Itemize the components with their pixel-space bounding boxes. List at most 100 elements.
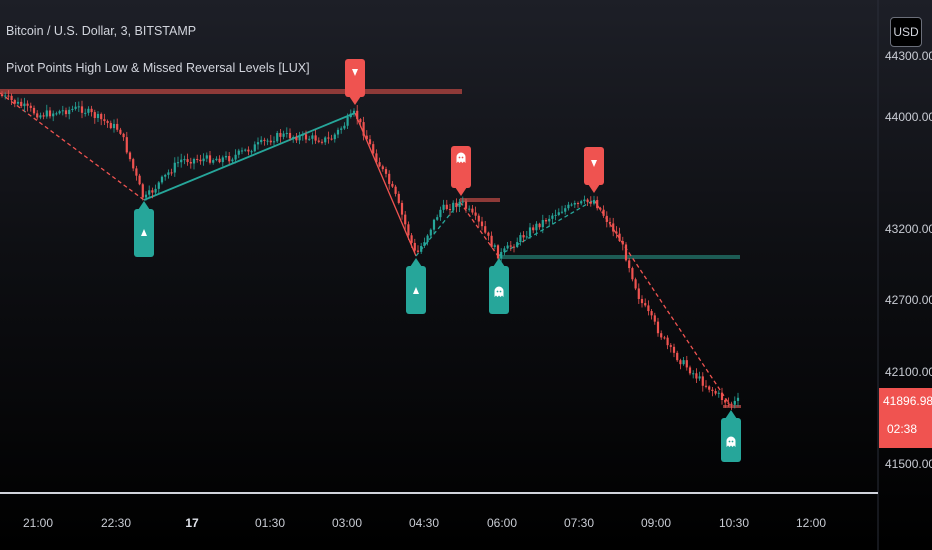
candle-body [32, 107, 36, 114]
candle-body [71, 108, 74, 110]
candle-body [333, 134, 336, 140]
candle-body [263, 139, 266, 141]
time-label: 01:30 [255, 516, 285, 530]
candle-body [736, 397, 740, 401]
candle-body [580, 201, 583, 204]
missed-high-marker[interactable] [451, 146, 471, 196]
candle-body [23, 103, 26, 107]
candle-body [128, 152, 132, 160]
candle-body [714, 390, 717, 394]
candle-body [362, 122, 365, 136]
pivot-high-marker[interactable] [584, 147, 604, 193]
candle-body [672, 346, 676, 353]
candle-body [160, 176, 164, 183]
candle-body [64, 110, 68, 115]
candle-body [154, 188, 157, 193]
candle-body [468, 208, 471, 210]
candle-body [180, 159, 183, 163]
candle-body [551, 215, 554, 219]
candle-body [368, 139, 372, 145]
candle-body [52, 113, 55, 117]
missed-low-marker[interactable] [489, 258, 509, 314]
zigzag-dashed-5 [593, 199, 731, 406]
candle-body [221, 157, 224, 163]
candle-body [404, 214, 407, 225]
candle-body [512, 246, 516, 248]
candle-body [256, 142, 260, 145]
zigzag-dashed-4 [497, 199, 595, 257]
missed-low-marker[interactable] [721, 410, 741, 462]
candle-body [477, 215, 480, 222]
candle-body [48, 110, 52, 117]
candle-body [157, 182, 160, 189]
candle-body [237, 150, 240, 155]
candle-body [624, 244, 628, 261]
candle-body [208, 155, 212, 163]
indicator-title[interactable]: Pivot Points High Low & Missed Reversal … [6, 61, 310, 75]
candle-body [13, 100, 16, 104]
candle-body [375, 153, 378, 163]
candle-body [4, 95, 7, 97]
candle-body [151, 190, 154, 193]
candle-body [138, 175, 141, 185]
pivot-low-marker[interactable] [134, 201, 154, 257]
candlestick-series [0, 90, 740, 410]
time-label: 12:00 [796, 516, 826, 530]
candle-body [506, 245, 509, 249]
symbol-title[interactable]: Bitcoin / U.S. Dollar, 3, BITSTAMP [6, 24, 197, 38]
candle-body [87, 108, 90, 113]
candle-body [650, 311, 653, 316]
candle-body [410, 235, 413, 243]
candle-body [490, 235, 493, 247]
candle-body [218, 158, 221, 163]
candle-body [340, 128, 343, 130]
pivot-low-marker[interactable] [406, 258, 426, 314]
candle-body [55, 113, 58, 115]
candle-body [20, 101, 23, 107]
candle-body [343, 125, 346, 129]
currency-button[interactable]: USD [890, 17, 922, 47]
candle-body [279, 132, 282, 137]
candle-body [327, 137, 330, 139]
candle-body [119, 129, 122, 134]
candle-body [621, 241, 624, 245]
candle-body [544, 219, 548, 222]
candle-body [564, 208, 567, 212]
zigzag-solid-2 [354, 112, 417, 257]
candle-body [0, 95, 4, 96]
candle-body [112, 123, 116, 129]
candle-body [16, 101, 20, 104]
candle-body [711, 389, 714, 391]
candle-body [554, 214, 557, 216]
candle-body [720, 392, 724, 401]
candle-body [292, 137, 295, 139]
candle-body [528, 227, 532, 237]
candle-body [724, 400, 727, 403]
candle-body [685, 360, 688, 368]
candle-body [695, 373, 698, 379]
candle-body [103, 119, 106, 122]
candle-body [416, 250, 420, 252]
time-label: 07:30 [564, 516, 594, 530]
time-label: 09:00 [641, 516, 671, 530]
price-axis: 44300.00 44000.00 43200.00 42700.00 4210… [885, 49, 932, 471]
price-label: 44000.00 [885, 110, 932, 124]
candle-body [730, 403, 733, 405]
time-label: 04:30 [409, 516, 439, 530]
candle-body [148, 190, 151, 195]
candle-body [394, 186, 397, 194]
candle-body [660, 333, 663, 338]
candle-body [320, 141, 324, 143]
pivot-high-marker[interactable] [345, 59, 365, 105]
missed-high-level [460, 198, 500, 202]
candle-body [352, 110, 356, 114]
candle-body [308, 138, 311, 140]
candle-body [608, 222, 612, 224]
arrow-up-icon [413, 287, 419, 294]
candle-body [170, 172, 173, 174]
candle-body [122, 133, 125, 138]
candle-body [314, 135, 317, 141]
candle-body [282, 133, 285, 137]
